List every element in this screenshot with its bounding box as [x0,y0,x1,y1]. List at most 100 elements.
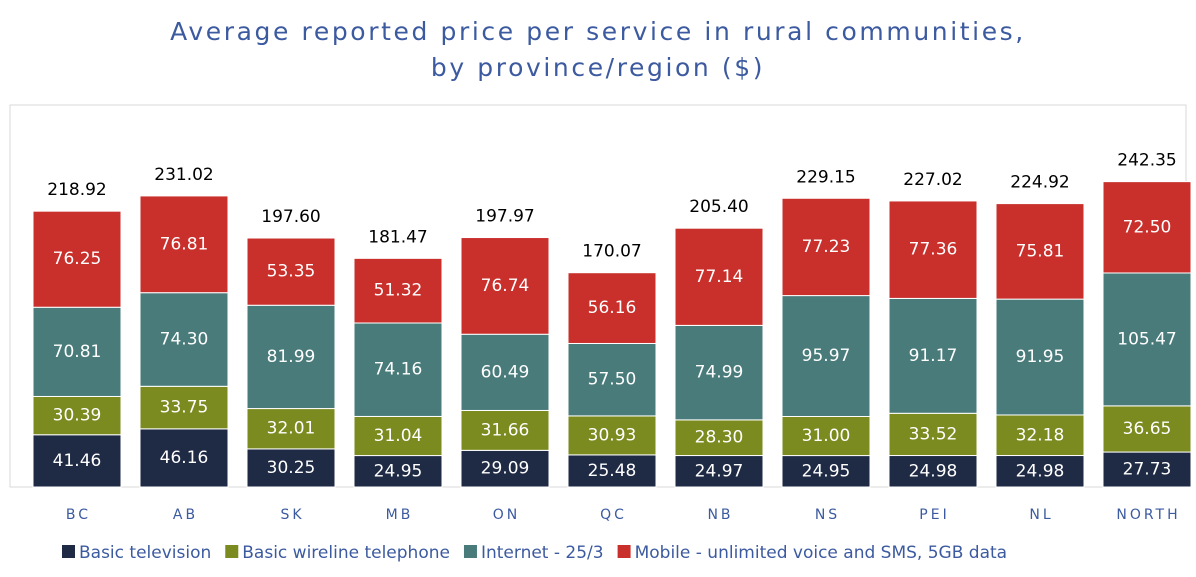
bar-segment [567,454,657,488]
total-label: 181.47 [368,227,427,247]
bar-segment [995,455,1085,488]
bar-segment [781,295,871,418]
data-label: 32.18 [1016,425,1065,445]
legend-label: Basic wireline telephone [242,543,450,563]
bar-segment [246,304,336,410]
data-label: 56.16 [588,298,637,318]
bar-segment [460,333,550,411]
data-label: 72.50 [1123,217,1172,237]
data-label: 31.66 [481,420,530,440]
data-label: 30.93 [588,425,637,445]
bar-segment [460,237,550,335]
total-label: 242.35 [1117,151,1176,171]
chart-title: Average reported price per service in ru… [170,17,1026,82]
data-label: 81.99 [267,347,316,367]
total-label: 218.92 [47,180,106,200]
legend-label: Internet - 25/3 [481,543,604,563]
x-tick-label: NORTH [1116,507,1180,523]
bar-segment [32,306,122,397]
bar-segment [888,200,978,299]
bar-segment [674,455,764,488]
data-label: 24.95 [802,461,851,481]
bar-segment [139,428,229,488]
total-label: 197.97 [475,207,534,227]
data-label: 24.98 [909,461,958,481]
x-tick-label: MB [386,507,414,523]
x-tick-label: NL [1029,507,1053,523]
data-label: 76.81 [160,234,209,254]
data-label: 41.46 [53,451,102,471]
data-label: 28.30 [695,428,744,448]
bar-segment [1102,272,1192,407]
data-label: 33.75 [160,398,209,418]
bar-segment [995,298,1085,416]
x-tick-label: BC [66,507,91,523]
data-label: 76.74 [481,276,530,296]
data-label: 95.97 [802,346,851,366]
total-label: 227.02 [903,170,962,190]
bar-segment [32,210,122,308]
bar-segment [139,385,229,430]
x-tick-label: QC [600,507,627,523]
bar-segment [674,324,764,421]
data-label: 33.52 [909,424,958,444]
data-label: 53.35 [267,262,316,282]
bar-segment [995,414,1085,457]
data-label: 74.99 [695,363,744,383]
data-label: 70.81 [53,342,102,362]
bar-segment [460,449,550,488]
bar-segment [888,412,978,457]
data-label: 77.36 [909,240,958,260]
data-label: 32.01 [267,419,316,439]
data-label: 51.32 [374,281,423,301]
bar-segment [995,203,1085,300]
bar-segment [139,292,229,387]
data-label: 57.50 [588,370,637,390]
bar-segment [353,322,443,417]
legend-swatch [225,545,239,558]
data-label: 31.00 [802,426,851,446]
bar-segment [353,257,443,324]
data-label: 24.97 [695,461,744,481]
x-tick-label: NB [707,507,733,523]
data-label: 36.65 [1123,419,1172,439]
x-tick-label: PEI [919,507,949,523]
data-label: 75.81 [1016,241,1065,261]
bar-segment [888,455,978,488]
data-label: 74.30 [160,330,209,350]
total-label: 224.92 [1010,173,1069,193]
legend-swatch [463,545,477,558]
data-label: 77.14 [695,267,744,287]
total-label: 205.40 [689,197,748,217]
data-label: 29.09 [481,459,530,479]
data-label: 30.25 [267,458,316,478]
x-tick-label: SK [280,507,304,523]
bar-segment [139,195,229,294]
total-label: 170.07 [582,242,641,262]
data-label: 77.23 [802,237,851,257]
legend-label: Mobile - unlimited voice and SMS, 5GB da… [635,543,1008,563]
bar-segment [567,272,657,344]
x-tick-label: NS [815,507,840,523]
data-label: 60.49 [481,362,530,382]
data-label: 91.95 [1016,347,1065,367]
bar-segment [567,342,657,417]
bar-segment [246,408,336,450]
total-label: 197.60 [261,207,320,227]
bar-segment [781,416,871,457]
bar-segment [1102,451,1192,488]
data-label: 30.39 [53,406,102,426]
data-label: 25.48 [588,461,637,481]
legend-swatch [62,545,75,558]
data-label: 24.98 [1016,461,1065,481]
total-label: 231.02 [154,165,213,185]
data-label: 76.25 [53,249,102,269]
data-label: 74.16 [374,360,423,380]
legend-swatch [617,545,631,558]
data-label: 31.04 [374,426,423,446]
data-label: 27.73 [1123,460,1172,480]
data-label: 24.95 [374,461,423,481]
bar-segment [674,227,764,326]
